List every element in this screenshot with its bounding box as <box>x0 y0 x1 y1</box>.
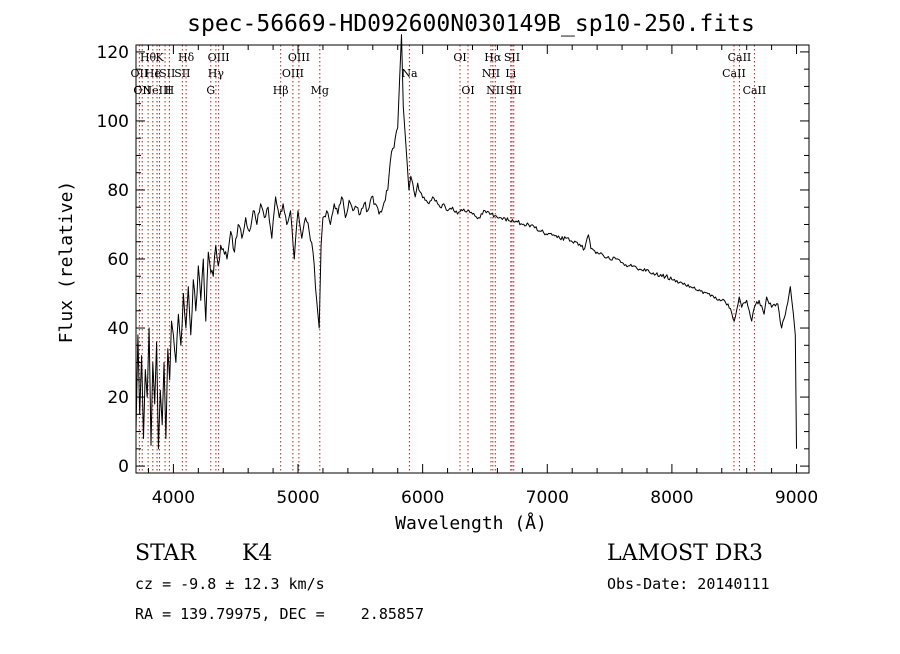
line-label-Li: Li <box>505 67 516 80</box>
line-label-Hθ: Hθ <box>140 51 157 64</box>
line-label-Hγ: Hγ <box>208 67 225 80</box>
plot-frame <box>135 44 810 474</box>
y-tick-label: 40 <box>107 319 129 339</box>
line-label-Hβ: Hβ <box>273 84 289 97</box>
emission-line-labels: OII OII Hθ He NeIII K ISII H SII Hδ G Hγ OIII Hβ OIII O… <box>131 51 767 97</box>
line-label-OIII: OIII <box>208 51 230 64</box>
y-tick-label: 60 <box>107 250 129 270</box>
y-tick-label: 100 <box>97 112 129 132</box>
survey-name: LAMOST DR3 <box>607 541 763 566</box>
coordinates: RA = 139.79975, DEC = 2.85857 <box>135 605 424 623</box>
y-axis-ticks: 0 20 40 60 80 100 120 <box>97 43 809 477</box>
x-axis-ticks: 4000 5000 6000 7000 8000 9000 <box>147 45 818 508</box>
line-label-NeIII: NeIII <box>142 84 171 97</box>
line-label-He: He <box>145 67 161 80</box>
x-tick-label: 7000 <box>526 488 569 508</box>
y-tick-label: 20 <box>107 388 129 408</box>
x-axis-label: Wavelength (Å) <box>395 512 547 534</box>
emission-line-markers <box>138 45 755 473</box>
line-label-CaII: CaII <box>728 51 752 64</box>
x-tick-label: 4000 <box>152 488 195 508</box>
line-label-Mg: Mg <box>311 84 329 97</box>
object-type: STAR <box>135 541 197 566</box>
line-label-NII: NII <box>486 84 504 97</box>
x-tick-label: 8000 <box>650 488 693 508</box>
line-label-OIII: OIII <box>282 67 304 80</box>
line-label-Na: Na <box>401 67 418 80</box>
line-label-OIII: OIII <box>288 51 310 64</box>
radial-velocity: cz = -9.8 ± 12.3 km/s <box>135 575 325 593</box>
line-label-OII: OII <box>133 84 151 97</box>
spectrum-line <box>135 34 797 450</box>
x-tick-label: 5000 <box>276 488 319 508</box>
line-label-CaII: CaII <box>722 67 746 80</box>
line-label-G: G <box>206 84 215 97</box>
y-tick-label: 80 <box>107 181 129 201</box>
line-label-SII: SII <box>506 84 522 97</box>
y-tick-label: 0 <box>118 457 129 477</box>
line-label-OII: OII <box>131 67 149 80</box>
spectral-subclass: K4 <box>242 541 272 566</box>
y-tick-label: 120 <box>97 43 129 63</box>
line-label-H: H <box>165 84 175 97</box>
line-label-CaII: CaII <box>743 84 767 97</box>
line-label-ISII: ISII <box>155 67 176 80</box>
line-label-SII: SII <box>174 67 190 80</box>
line-label-Hα: Hα <box>484 51 502 64</box>
y-axis-label: Flux (relative) <box>56 181 77 344</box>
line-label-SII: SII <box>504 51 520 64</box>
x-tick-label: 9000 <box>775 488 818 508</box>
line-label-NII: NII <box>482 67 500 80</box>
x-tick-label: 6000 <box>401 488 444 508</box>
line-label-OI: OI <box>461 84 474 97</box>
line-label-K: K <box>155 51 164 64</box>
chart-title: spec-56669-HD092600N030149B_sp10-250.fit… <box>187 11 755 37</box>
line-label-OI: OI <box>453 51 466 64</box>
line-label-Hδ: Hδ <box>178 51 195 64</box>
observation-date: Obs-Date: 20140111 <box>607 575 770 593</box>
